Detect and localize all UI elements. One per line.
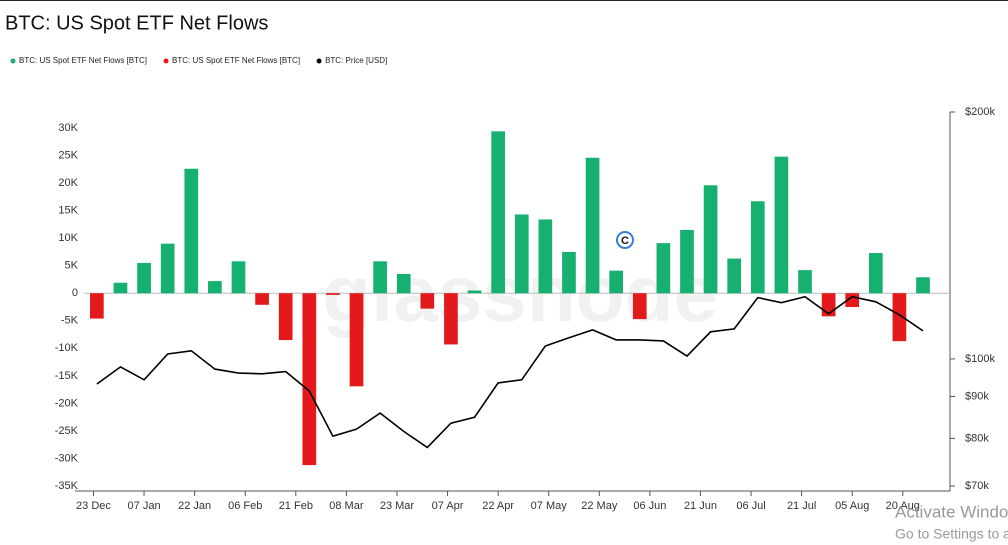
x-tick-label: 23 Dec [76,500,111,512]
x-tick-label: 08 Mar [329,500,364,512]
bar [656,243,671,294]
bar [349,293,364,387]
x-tick-label: 22 Jan [178,500,211,512]
bar [774,156,789,294]
bar [231,261,246,294]
bar [514,214,529,294]
bar [868,253,883,294]
bar [916,277,930,294]
y2-tick-label: $90k [965,390,989,402]
y2-tick-label: $100k [965,353,995,365]
y-tick-label: -15K [55,370,79,382]
y-tick-label: 15K [58,205,78,217]
x-tick-label: 21 Jun [684,500,717,512]
bar [609,270,624,294]
bar [750,201,765,294]
x-tick-label: 07 Apr [432,500,464,512]
bar [184,168,199,294]
y-tick-label: 0 [72,287,78,299]
x-tick-label: 22 Apr [482,500,514,512]
legend-label: BTC: Price [USD] [325,56,387,65]
y-tick-label: 5K [65,260,79,272]
x-tick-label: 05 Aug [835,500,869,512]
bar [255,293,269,305]
x-tick-label: 07 May [531,500,568,512]
bar [798,270,812,294]
legend-label: BTC: US Spot ETF Net Flows [BTC] [19,56,147,65]
bar [632,293,647,320]
bar [373,261,387,294]
bar [538,219,553,294]
y-tick-label: 30K [58,122,78,134]
y-tick-label: -10K [55,342,79,354]
y-tick-label: 10K [58,232,78,244]
chart-title: BTC: US Spot ETF Net Flows [5,12,268,34]
legend-label: BTC: US Spot ETF Net Flows [BTC] [172,56,300,65]
x-tick-label: 07 Jan [128,500,161,512]
os-notice: Go to Settings to activate Windows. [895,526,1008,542]
bar [278,293,293,341]
bar [302,293,317,466]
logo-icon: C [616,231,634,249]
bar [467,290,482,294]
legend-marker [163,58,169,64]
bar [208,281,222,294]
bar [160,243,175,294]
x-tick-label: 22 May [581,500,618,512]
x-tick-label: 21 Jul [787,500,816,512]
bar [137,262,151,294]
bar [396,273,411,294]
x-tick-label: 06 Jul [736,500,765,512]
y-tick-label: -5K [61,315,79,327]
x-tick-label: 06 Feb [228,500,262,512]
y2-tick-label: $200k [965,106,995,118]
y2-tick-label: $70k [965,480,989,492]
y2-tick-label: $80k [965,432,989,444]
bar [727,258,742,294]
y-tick-label: 25K [58,149,78,161]
y-tick-label: -20K [55,397,79,409]
y-tick-label: -35K [55,480,79,492]
legend-marker [10,58,16,64]
svg-text:C: C [621,235,629,247]
x-tick-label: 23 Mar [380,500,415,512]
bar [444,293,458,345]
price-line [96,295,924,449]
y-tick-label: -30K [55,452,79,464]
bar [326,293,340,295]
bar [491,131,505,294]
os-notice: Activate Windows [895,502,1008,521]
bar [90,293,104,319]
x-tick-label: 20 Aug [886,500,920,512]
bar [562,251,576,294]
x-tick-label: 06 Jun [633,500,666,512]
bar [680,229,694,294]
bar [892,293,907,342]
plot: -35K -30K -25K -20K -15K -10K -5K 0 5K 10K 15K 20K 2… [10,56,995,512]
bar [585,157,600,294]
bar [113,282,128,294]
bar [420,293,435,309]
bar [703,185,718,294]
y-tick-label: 20K [58,177,78,189]
x-tick-label: 21 Feb [279,500,313,512]
y-tick-label: -25K [55,425,79,437]
legend-marker [316,58,322,64]
